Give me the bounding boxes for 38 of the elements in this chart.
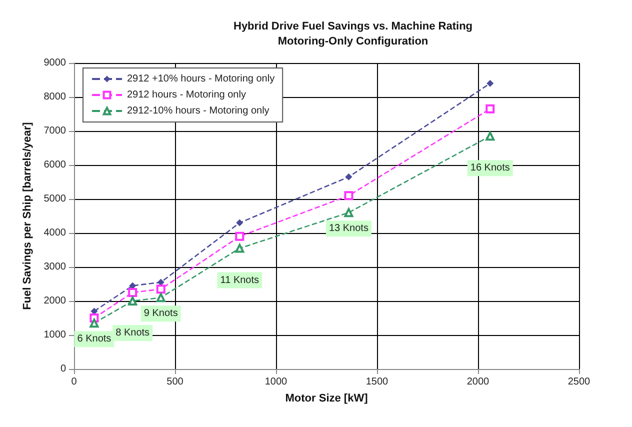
- point: [486, 80, 494, 87]
- annotation: 6 Knots: [77, 334, 112, 345]
- y-tick-label: 8000: [44, 92, 66, 102]
- y-tick-label: 9000: [44, 58, 66, 68]
- y-tick-label: 7000: [44, 126, 66, 136]
- point: [236, 219, 244, 226]
- x-tick-label: 1500: [366, 376, 389, 388]
- point: [235, 232, 244, 241]
- annotation: 16 Knots: [470, 162, 510, 174]
- annotation: 8 Knots: [116, 328, 150, 338]
- x-axis-title: Motor Size [kW]: [285, 392, 368, 404]
- point: [156, 284, 166, 294]
- y-tick-label: 3000: [44, 262, 66, 272]
- x-tick-label: 0: [71, 376, 78, 388]
- y-tick-label: 1000: [44, 330, 66, 340]
- x-tick-label: 2500: [568, 376, 591, 388]
- y-tick-label: 4000: [44, 228, 66, 238]
- x-tick-label: 2000: [466, 376, 490, 388]
- annotation: 9 Knots: [144, 308, 178, 320]
- point: [157, 278, 164, 286]
- point: [486, 104, 495, 114]
- point: [235, 244, 244, 253]
- legend-label: 2912 +10% hours - Motoring only: [127, 74, 275, 84]
- legend-label: 2912 hours - Motoring only: [127, 90, 246, 100]
- annotation: 13 Knots: [328, 223, 368, 234]
- y-axis-title: Fuel Savings per Ship [barrels/year]: [21, 122, 34, 310]
- annotation: 11 Knots: [220, 274, 260, 286]
- y-tick-label: 6000: [44, 160, 66, 170]
- legend-label: 2912-10% hours - Motoring only: [127, 106, 270, 116]
- point: [345, 173, 352, 180]
- x-tick-label: 1000: [264, 376, 288, 388]
- point: [128, 288, 138, 297]
- y-tick-label: 5000: [44, 194, 66, 204]
- y-tick-label: 0: [60, 364, 66, 374]
- y-tick-label: 2000: [44, 296, 66, 306]
- point: [344, 191, 354, 200]
- x-tick-label: 500: [166, 376, 184, 388]
- chart-title: Hybrid Drive Fuel Savings vs. Machine Rating Motoring-Only Configuration: [233, 20, 473, 48]
